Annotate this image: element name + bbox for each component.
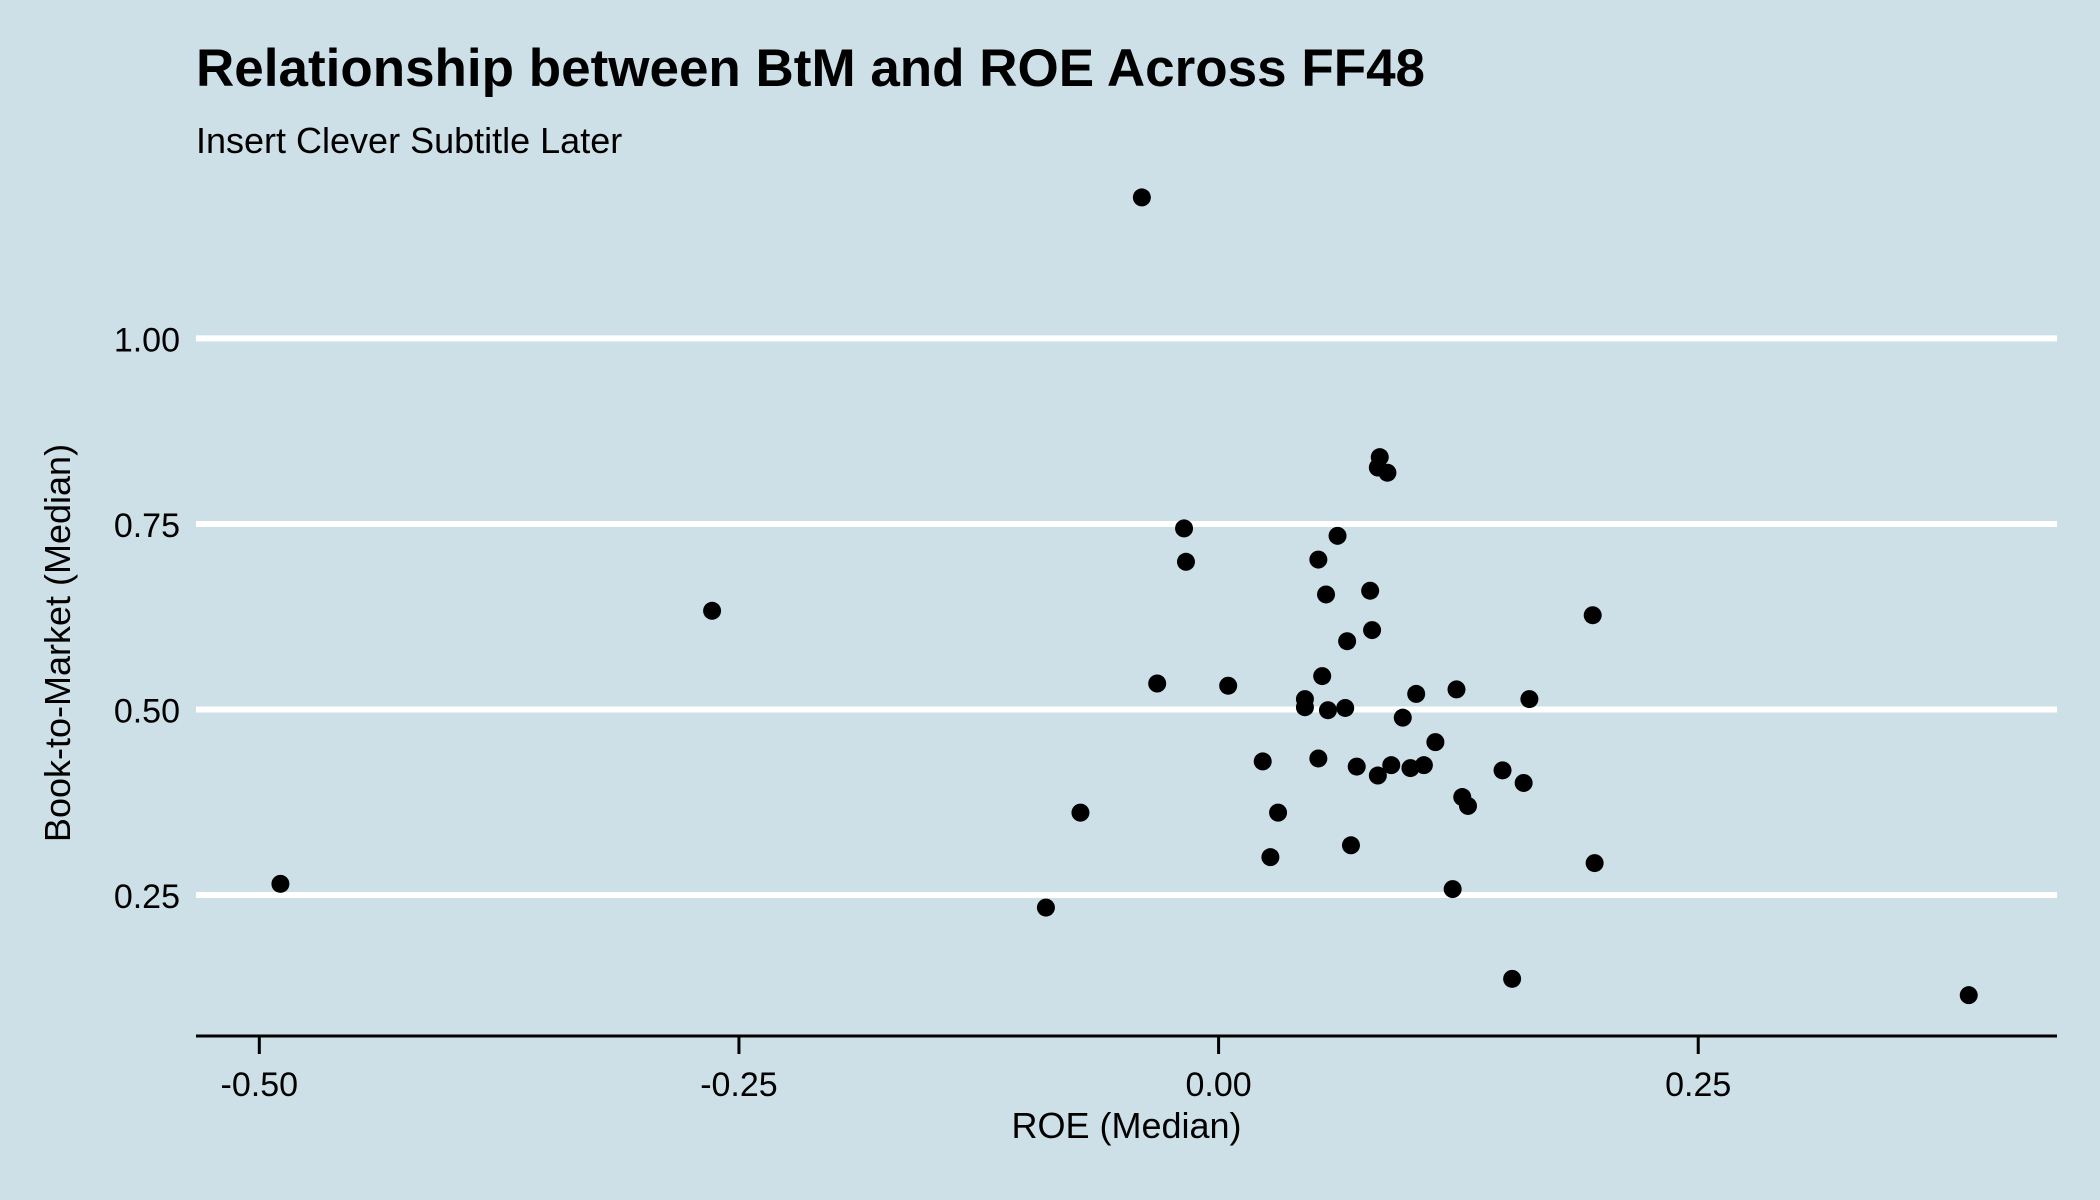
y-tick-label: 0.50 xyxy=(114,692,180,730)
y-tick-label: 0.75 xyxy=(114,507,180,545)
data-point xyxy=(1493,761,1512,780)
data-point xyxy=(1443,880,1462,899)
x-axis-label: ROE (Median) xyxy=(1011,1105,1241,1146)
data-point xyxy=(1585,854,1604,873)
data-point xyxy=(1176,552,1195,571)
data-point xyxy=(1378,463,1397,482)
data-point xyxy=(1414,756,1433,775)
y-tick-label: 1.00 xyxy=(114,321,180,359)
data-point xyxy=(703,601,722,620)
data-point xyxy=(1520,690,1539,709)
data-point xyxy=(1459,796,1478,815)
data-point xyxy=(1132,188,1151,207)
data-point xyxy=(1370,448,1389,467)
data-points xyxy=(271,188,1978,1005)
x-axis-ticks: -0.50 -0.25 0.00 0.25 xyxy=(221,1036,1731,1104)
data-point xyxy=(1447,680,1466,699)
data-point xyxy=(1341,836,1360,855)
x-tick-label: -0.25 xyxy=(700,1066,778,1104)
chart-subtitle: Insert Clever Subtitle Later xyxy=(196,120,623,161)
data-point xyxy=(1583,606,1602,625)
y-axis-ticks: 0.25 0.50 0.75 1.00 xyxy=(114,321,180,916)
x-tick-label: 0.00 xyxy=(1185,1066,1251,1104)
data-point xyxy=(1368,766,1387,785)
data-point xyxy=(1313,667,1332,686)
data-point xyxy=(1382,756,1401,775)
data-point xyxy=(1175,519,1194,538)
data-point xyxy=(1407,684,1426,703)
x-tick-label: -0.50 xyxy=(221,1066,299,1104)
data-point xyxy=(1036,898,1055,917)
data-point xyxy=(1328,526,1347,545)
data-point xyxy=(1401,759,1420,778)
data-point xyxy=(1261,848,1280,867)
gridlines xyxy=(196,335,2057,898)
chart-title: Relationship between BtM and ROE Across … xyxy=(196,39,1426,98)
y-tick-label: 0.25 xyxy=(114,878,180,916)
data-point xyxy=(1336,698,1355,717)
data-point xyxy=(1426,733,1445,752)
data-point xyxy=(1503,969,1522,988)
data-point xyxy=(1253,752,1272,771)
data-point xyxy=(1959,986,1978,1005)
data-point xyxy=(1148,674,1167,693)
data-point xyxy=(271,874,290,893)
data-point xyxy=(1309,550,1328,569)
data-point xyxy=(1309,749,1328,768)
data-point xyxy=(1219,676,1238,695)
data-point xyxy=(1514,773,1533,792)
data-point xyxy=(1295,698,1314,717)
data-point xyxy=(1347,757,1366,776)
data-point xyxy=(1071,803,1090,822)
y-axis-label: Book-to-Market (Median) xyxy=(37,444,78,842)
data-point xyxy=(1393,708,1412,727)
data-point xyxy=(1269,803,1288,822)
data-point xyxy=(1317,585,1336,604)
data-point xyxy=(1318,701,1337,720)
data-point xyxy=(1338,632,1357,651)
x-tick-label: 0.25 xyxy=(1665,1066,1731,1104)
data-point xyxy=(1363,621,1382,640)
data-point xyxy=(1361,581,1380,600)
